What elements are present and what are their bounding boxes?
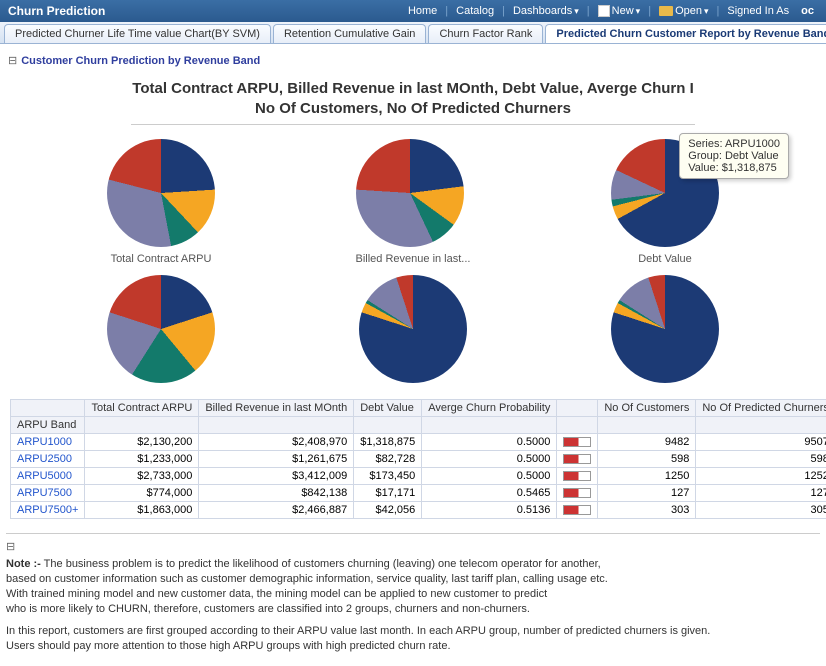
home-link[interactable]: Home	[404, 5, 441, 17]
chart-tooltip: Series: ARPU1000Group: Debt ValueValue: …	[679, 133, 789, 179]
band-link[interactable]: ARPU1000	[11, 434, 85, 451]
note-collapse[interactable]	[6, 540, 820, 557]
cell: 9507	[696, 434, 826, 451]
table-row: ARPU1000$2,130,200$2,408,970$1,318,8750.…	[11, 434, 826, 451]
tab[interactable]: Retention Cumulative Gain	[273, 24, 426, 43]
data-table: Total Contract ARPUBilled Revenue in las…	[10, 399, 826, 519]
band-link[interactable]: ARPU5000	[11, 468, 85, 485]
column-header[interactable]	[557, 400, 598, 417]
top-links: Home| Catalog| Dashboards| New| Open| Si…	[404, 5, 818, 17]
chart-divider	[131, 124, 695, 125]
cell: $42,056	[354, 502, 422, 519]
cell: $173,450	[354, 468, 422, 485]
chart-area: Total Contract ARPU, Billed Revenue in l…	[6, 69, 820, 523]
cell: 9482	[598, 434, 696, 451]
note-paragraph-2: In this report, customers are first grou…	[6, 624, 820, 654]
tab[interactable]: Predicted Churn Customer Report by Reven…	[545, 24, 826, 43]
table-row: ARPU7500$774,000$842,138$17,1710.5465 127…	[11, 485, 826, 502]
note-label: Note :-	[6, 558, 41, 570]
cell: $1,318,875	[354, 434, 422, 451]
cell: 1250	[598, 468, 696, 485]
cell: 1252	[696, 468, 826, 485]
gauge-icon	[563, 437, 591, 447]
cell: $17,171	[354, 485, 422, 502]
app-title: Churn Prediction	[8, 4, 105, 18]
pie-chart[interactable]: Debt ValueSeries: ARPU1000Group: Debt Va…	[611, 139, 719, 265]
column-header[interactable]: Total Contract ARPU	[85, 400, 199, 417]
pie-chart[interactable]	[107, 275, 215, 389]
column-header[interactable]: Debt Value	[354, 400, 422, 417]
pie-chart[interactable]: Billed Revenue in last...	[356, 139, 471, 265]
column-header[interactable]	[11, 400, 85, 417]
pie-chart[interactable]: Total Contract ARPU	[107, 139, 215, 265]
user-link[interactable]: oc	[797, 5, 818, 17]
gauge-icon	[563, 454, 591, 464]
column-header[interactable]: No Of Customers	[598, 400, 696, 417]
cell: $1,233,000	[85, 451, 199, 468]
cell: $842,138	[199, 485, 354, 502]
note-paragraph-1: Note :- The business problem is to predi…	[6, 557, 820, 616]
band-link[interactable]: ARPU7500+	[11, 502, 85, 519]
pie-label: Debt Value	[611, 253, 719, 265]
note-section: Note :- The business problem is to predi…	[6, 533, 820, 654]
cell: 598	[696, 451, 826, 468]
gauge-icon	[563, 505, 591, 515]
chart-title-line1: Total Contract ARPU, Billed Revenue in l…	[10, 79, 816, 99]
cell: 303	[598, 502, 696, 519]
dashboards-menu[interactable]: Dashboards	[509, 5, 583, 17]
gauge-icon	[563, 488, 591, 498]
catalog-link[interactable]: Catalog	[452, 5, 498, 17]
column-header[interactable]: Averge Churn Probability	[422, 400, 557, 417]
gauge-icon	[563, 471, 591, 481]
cell: $2,466,887	[199, 502, 354, 519]
chart-title-line2: No Of Customers, No Of Predicted Churner…	[10, 99, 816, 119]
cell: $1,261,675	[199, 451, 354, 468]
column-header[interactable]: No Of Predicted Churners	[696, 400, 826, 417]
new-icon	[598, 5, 610, 17]
chart-title: Total Contract ARPU, Billed Revenue in l…	[10, 79, 816, 118]
cell: 0.5000	[422, 468, 557, 485]
table-row: ARPU5000$2,733,000$3,412,009$173,4500.50…	[11, 468, 826, 485]
pie-label: Billed Revenue in last...	[356, 253, 471, 265]
table-row: ARPU7500+$1,863,000$2,466,887$42,0560.51…	[11, 502, 826, 519]
cell: 0.5000	[422, 434, 557, 451]
cell: 0.5000	[422, 451, 557, 468]
cell: $774,000	[85, 485, 199, 502]
open-icon	[659, 6, 673, 16]
section-header[interactable]: Customer Churn Prediction by Revenue Ban…	[6, 48, 820, 69]
open-menu[interactable]: Open	[655, 5, 712, 17]
cell: $2,733,000	[85, 468, 199, 485]
cell: 305	[696, 502, 826, 519]
cell: 127	[696, 485, 826, 502]
tab[interactable]: Churn Factor Rank	[428, 24, 543, 43]
pie-grid: Total Contract ARPU Billed Revenue in las…	[10, 139, 816, 389]
new-menu[interactable]: New	[594, 5, 645, 17]
cell: $2,130,200	[85, 434, 199, 451]
band-link[interactable]: ARPU2500	[11, 451, 85, 468]
report-content: Customer Churn Prediction by Revenue Ban…	[0, 44, 826, 666]
row-header-label: ARPU Band	[11, 417, 85, 434]
tab-bar: Predicted Churner Life Time value Chart(…	[0, 22, 826, 44]
pie-label: Total Contract ARPU	[107, 253, 215, 265]
pie-chart[interactable]	[611, 275, 719, 389]
column-header[interactable]: Billed Revenue in last MOnth	[199, 400, 354, 417]
signed-in-label: Signed In As	[723, 5, 793, 17]
cell: 0.5136	[422, 502, 557, 519]
table-row: ARPU2500$1,233,000$1,261,675$82,7280.500…	[11, 451, 826, 468]
cell: $82,728	[354, 451, 422, 468]
tab[interactable]: Predicted Churner Life Time value Chart(…	[4, 24, 271, 43]
cell: $3,412,009	[199, 468, 354, 485]
cell: $1,863,000	[85, 502, 199, 519]
band-link[interactable]: ARPU7500	[11, 485, 85, 502]
cell: 598	[598, 451, 696, 468]
cell: 0.5465	[422, 485, 557, 502]
top-toolbar: Churn Prediction Home| Catalog| Dashboar…	[0, 0, 826, 22]
cell: 127	[598, 485, 696, 502]
pie-chart[interactable]	[359, 275, 467, 389]
cell: $2,408,970	[199, 434, 354, 451]
